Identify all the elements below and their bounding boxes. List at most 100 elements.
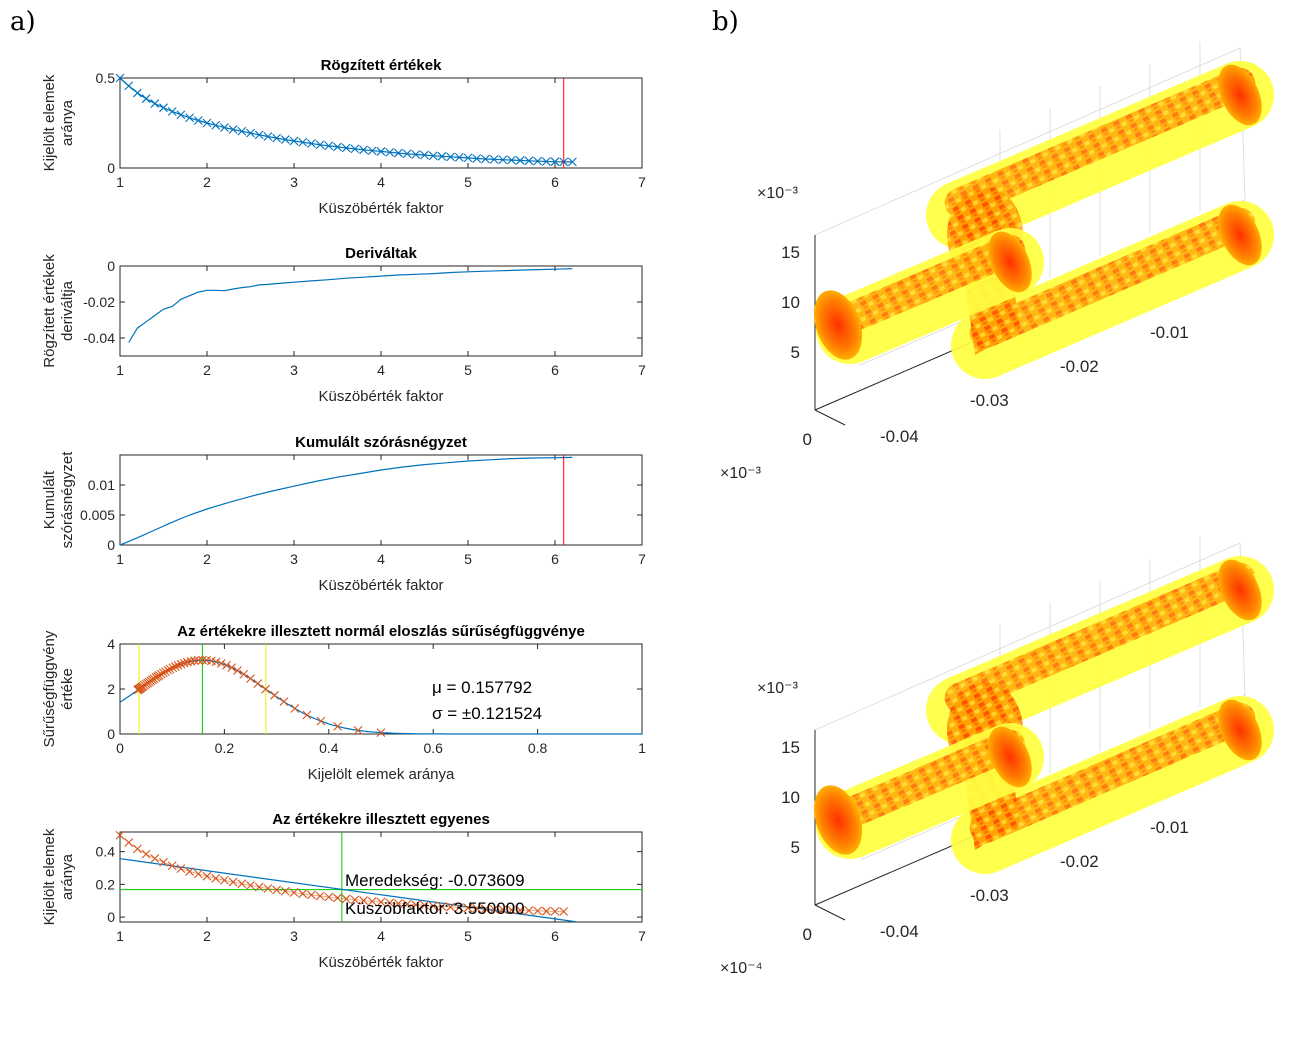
data-point-marker — [272, 133, 281, 143]
x-tick-label: 4 — [377, 928, 385, 944]
data-point-marker — [402, 149, 412, 159]
data-point-marker — [158, 668, 168, 678]
x-tick-label: 5 — [464, 362, 472, 378]
rod-end-cap — [988, 231, 1032, 293]
data-point-marker — [507, 155, 516, 165]
data-point-marker — [263, 132, 273, 141]
chart-5: Az értékekre illesztett egyenes 1 2 3 4 5 6 7 0 0… — [41, 811, 646, 971]
panel-a-label: a) — [10, 7, 36, 37]
x-tick-label: 7 — [638, 362, 646, 378]
data-point-marker — [367, 146, 377, 156]
data-point-marker — [198, 655, 207, 665]
y-tick-label: -0.03 — [970, 391, 1009, 410]
x-tick-label: 6 — [551, 928, 559, 944]
data-point-marker — [446, 152, 455, 162]
chart-4: Az értékekre illesztett normál eloszlás … — [41, 623, 646, 783]
x-axis-label: Küszöbérték faktor — [318, 200, 443, 217]
series-line — [128, 268, 573, 343]
data-point-marker — [315, 140, 325, 150]
x-tick-label: 7 — [638, 551, 646, 567]
panel-b-3d-views: 15 10 5 0 -0.01 -0.02 -0.03 -0.04 ×10⁻³ ×10⁻³ 15 10… — [720, 42, 1274, 977]
data-point-marker — [353, 725, 363, 735]
x-tick-label: 2 — [203, 362, 211, 378]
slope-annotation: Meredekség: -0.073609 — [345, 871, 525, 890]
y-tick-label: -0.01 — [1150, 323, 1189, 342]
y-tick-label: 2 — [107, 681, 115, 697]
data-point-marker — [524, 156, 534, 166]
y-tick-label: 0 — [107, 258, 115, 274]
x-tick-label: 3 — [290, 174, 298, 190]
data-point-marker — [211, 120, 221, 130]
data-point-marker — [115, 73, 125, 83]
rod-voxels — [834, 729, 1026, 829]
x-tick-label: 4 — [377, 551, 385, 567]
data-point-marker — [289, 136, 299, 146]
data-point-marker — [159, 103, 168, 113]
y-tick-label: 0.2 — [96, 876, 116, 892]
x-tick-label: 0.2 — [215, 740, 235, 756]
data-point-marker — [290, 704, 300, 713]
data-point-marker — [124, 81, 134, 91]
y-axis-label: Rögzített értékek — [41, 254, 58, 368]
x-tick-label: 5 — [464, 174, 472, 190]
data-point-marker — [350, 144, 360, 154]
x-tick-label: 1 — [116, 551, 124, 567]
x-tick-label: 1 — [116, 362, 124, 378]
z-tick-label: 10 — [781, 788, 800, 807]
x-axis-label: Kijelölt elemek aránya — [308, 766, 455, 783]
sigma-annotation: σ = ±0.121524 — [432, 704, 542, 723]
data-point-marker — [154, 671, 164, 680]
x-tick-label: 5 — [464, 551, 472, 567]
x-tick-label: 5 — [464, 928, 472, 944]
data-point-marker — [559, 907, 569, 916]
data-point-marker — [359, 145, 368, 155]
chart-title: Az értékekre illesztett normál eloszlás … — [177, 623, 585, 640]
y-axis-label: szórásnégyzet — [59, 451, 76, 549]
y-tick-label: 0.4 — [96, 844, 116, 860]
x-tick-label: 1 — [116, 928, 124, 944]
y-tick-label: -0.04 — [880, 427, 919, 446]
threshold-annotation: Küszöbfaktor: 3.550000 — [345, 899, 525, 918]
rod-end-cap — [1218, 559, 1262, 621]
x-tick-label: 4 — [377, 362, 385, 378]
x-tick-label: 0.4 — [319, 740, 339, 756]
data-point-marker — [216, 658, 226, 668]
series-line — [119, 456, 573, 546]
data-point-marker — [186, 656, 196, 666]
data-point-marker — [481, 154, 490, 164]
rod-voxels — [969, 702, 1256, 844]
z-exponent-label: ×10⁻³ — [757, 185, 799, 202]
data-point-marker — [239, 669, 249, 679]
y-tick-label: 4 — [107, 636, 115, 652]
x-tick-label: 0 — [116, 740, 124, 756]
data-point-marker — [411, 150, 421, 159]
data-point-marker — [515, 156, 525, 165]
z-tick-label: 15 — [781, 738, 800, 757]
data-point-marker — [489, 154, 499, 164]
data-point-marker — [254, 130, 264, 140]
data-point-marker — [168, 663, 178, 673]
plot-area — [119, 265, 643, 357]
y-tick-label: -0.02 — [1060, 357, 1099, 376]
x-tick-label: 3 — [290, 551, 298, 567]
z-tick-label: 5 — [791, 343, 800, 362]
chart-3: Kumulált szórásnégyzet 1 2 3 4 5 6 7 0 0.005 0.01 K… — [41, 434, 646, 594]
data-point-marker — [307, 139, 316, 148]
data-point-marker — [253, 679, 263, 688]
data-point-marker — [176, 110, 186, 120]
rod-end-cap — [1218, 204, 1262, 266]
x-axis-line — [814, 904, 846, 921]
data-point-marker — [498, 155, 508, 165]
data-point-marker — [167, 107, 177, 116]
data-point-marker — [193, 655, 203, 665]
data-point-marker — [298, 137, 308, 147]
rod-end-cap — [1218, 699, 1262, 761]
x-tick-label: 2 — [203, 551, 211, 567]
data-point-marker — [550, 157, 560, 167]
y-axis-label: deriváltja — [59, 280, 76, 341]
data-point-marker — [261, 684, 271, 694]
data-point-marker — [533, 156, 542, 166]
data-point-marker — [176, 659, 186, 669]
grid-line — [814, 542, 1241, 731]
